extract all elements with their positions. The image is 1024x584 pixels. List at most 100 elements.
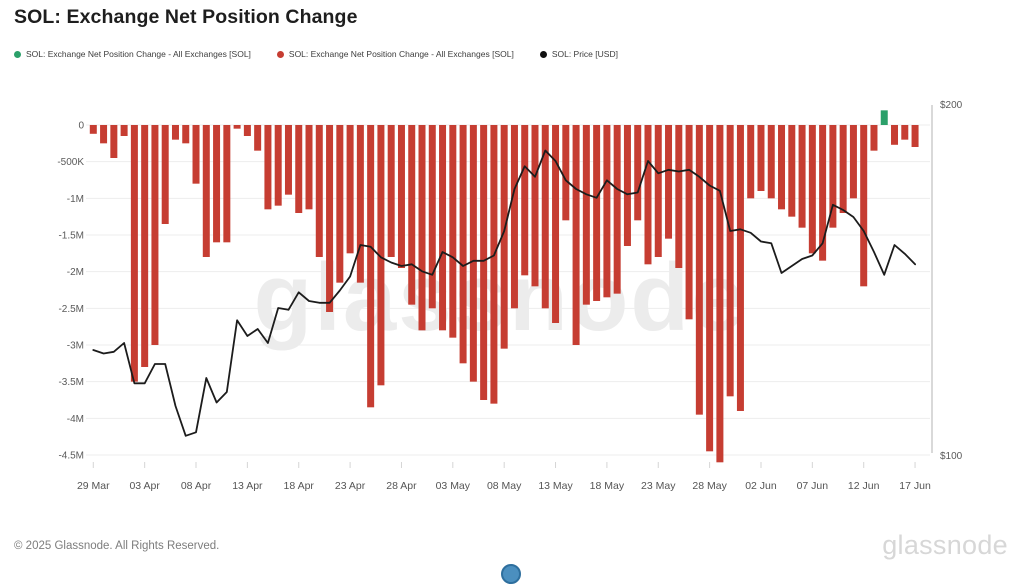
net-position-bar[interactable] [778,125,786,210]
net-position-bar[interactable] [336,125,344,283]
net-position-bar[interactable] [377,125,385,386]
net-position-bar[interactable] [110,125,118,158]
net-position-bar[interactable] [593,125,601,301]
net-position-bar[interactable] [89,125,97,134]
net-position-bar[interactable] [243,125,251,136]
left-axis-tick-label: -3.5M [58,377,84,388]
net-position-bar[interactable] [808,125,816,254]
net-position-bar[interactable] [182,125,190,144]
net-position-bar[interactable] [634,125,642,221]
net-position-bar[interactable] [171,125,179,140]
net-position-bar[interactable] [500,125,508,349]
net-position-bar[interactable] [161,125,169,224]
net-position-bar[interactable] [428,125,436,309]
net-position-bar[interactable] [623,125,631,246]
net-position-bar[interactable] [202,125,210,257]
net-position-bar[interactable] [562,125,570,221]
net-position-bar[interactable] [860,125,868,287]
net-position-bar[interactable] [346,125,354,254]
net-position-bar[interactable] [305,125,313,210]
net-position-bar[interactable] [213,125,221,243]
net-position-bar[interactable] [767,125,775,199]
net-position-bar[interactable] [613,125,621,294]
x-axis-tick-label: 18 Apr [284,480,315,492]
x-axis-tick-label: 23 May [641,480,676,492]
net-position-bar[interactable] [387,125,395,257]
legend-dot-green-icon [14,50,21,58]
net-position-bar[interactable] [449,125,457,338]
net-position-bar[interactable] [695,125,703,415]
legend-item-label: SOL: Exchange Net Position Change - All … [26,49,251,59]
net-position-bar[interactable] [870,125,878,151]
legend-item-net-position-positive[interactable]: SOL: Exchange Net Position Change - All … [14,49,251,59]
net-position-bar[interactable] [716,125,724,463]
net-position-bar[interactable] [233,125,241,129]
net-position-bar[interactable] [254,125,262,151]
x-axis-tick-label: 03 Apr [129,480,160,492]
net-position-bar[interactable] [356,125,364,283]
net-position-bar[interactable] [326,125,334,312]
net-position-bar[interactable] [665,125,673,239]
net-position-bar[interactable] [367,125,375,408]
net-position-bar[interactable] [408,125,416,305]
net-position-change-chart[interactable]: glassnode 0 -500K -1M -1.5M -2M -2.5M -3M -3.5M -… [0,0,1024,520]
chat-widget-icon[interactable] [501,564,521,584]
net-position-bar[interactable] [418,125,426,331]
net-position-bar[interactable] [747,125,755,199]
net-position-bar[interactable] [839,125,847,213]
net-position-bar[interactable] [582,125,590,305]
net-position-bar[interactable] [480,125,488,400]
net-position-bar[interactable] [541,125,549,309]
net-position-bar[interactable] [295,125,303,213]
legend-item-price[interactable]: SOL: Price [USD] [539,49,618,59]
net-position-bar[interactable] [891,125,899,145]
left-axis-tick-label: -1.5M [58,230,84,241]
net-position-bar[interactable] [223,125,231,243]
net-position-bar[interactable] [654,125,662,257]
net-position-bar[interactable] [284,125,292,195]
net-position-bar[interactable] [819,125,827,261]
legend-item-net-position-negative[interactable]: SOL: Exchange Net Position Change - All … [276,49,514,59]
net-position-bar[interactable] [510,125,518,309]
net-position-bar[interactable] [397,125,405,268]
net-position-bar[interactable] [788,125,796,217]
net-position-bar[interactable] [531,125,539,287]
x-axis-tick-label: 12 Jun [848,480,880,492]
price-line [92,149,916,437]
net-position-bar[interactable] [880,110,888,125]
net-position-bar[interactable] [644,125,652,265]
net-position-bar[interactable] [675,125,683,268]
net-position-bar[interactable] [469,125,477,382]
net-position-bar[interactable] [726,125,734,397]
net-position-bar[interactable] [829,125,837,228]
net-position-bar[interactable] [552,125,560,323]
left-axis-tick-label: -4.5M [58,450,84,461]
glassnode-wordmark: glassnode [882,530,1008,560]
net-position-bar[interactable] [439,125,447,331]
net-position-bar[interactable] [315,125,323,257]
x-axis-tick-label: 17 Jun [899,480,931,492]
net-position-bar[interactable] [911,125,919,147]
net-position-bar[interactable] [603,125,611,298]
left-axis-tick-label: -3M [67,340,84,351]
net-position-bar[interactable] [757,125,765,191]
net-position-bar[interactable] [685,125,693,320]
net-position-bar[interactable] [192,125,200,184]
net-position-bar[interactable] [274,125,282,206]
x-axis-tick-label: 02 Jun [745,480,777,492]
net-position-bar[interactable] [264,125,272,210]
net-position-bar[interactable] [798,125,806,228]
net-position-bar[interactable] [100,125,108,144]
net-position-bar[interactable] [459,125,467,364]
net-position-bar[interactable] [141,125,149,367]
net-position-bar[interactable] [120,125,128,136]
net-position-bar[interactable] [490,125,498,404]
net-position-bar[interactable] [130,125,138,382]
net-position-bar[interactable] [521,125,529,276]
net-position-bar[interactable] [849,125,857,199]
net-position-bar[interactable] [572,125,580,345]
net-position-bar[interactable] [151,125,159,345]
net-position-bar[interactable] [901,125,909,140]
net-position-bar[interactable] [706,125,714,452]
net-position-bar[interactable] [736,125,744,411]
